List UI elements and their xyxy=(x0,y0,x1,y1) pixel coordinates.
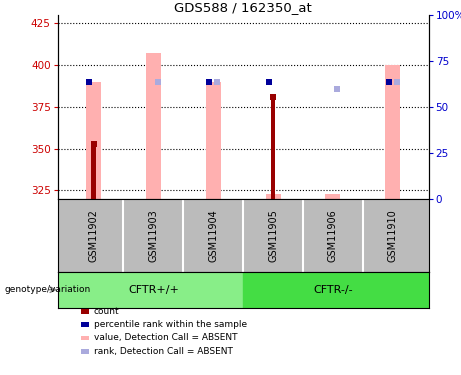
Bar xyxy=(58,272,243,308)
Text: GSM11904: GSM11904 xyxy=(208,209,218,262)
Text: GSM11906: GSM11906 xyxy=(328,209,338,262)
Text: GSM11903: GSM11903 xyxy=(148,209,159,262)
Bar xyxy=(271,97,275,199)
Text: GSM11910: GSM11910 xyxy=(388,209,398,262)
Text: CFTR-/-: CFTR-/- xyxy=(313,285,353,295)
Bar xyxy=(325,194,340,199)
Bar xyxy=(146,53,161,199)
Text: genotype/variation: genotype/variation xyxy=(5,285,91,294)
Text: CFTR+/+: CFTR+/+ xyxy=(128,285,179,295)
Text: GSM11902: GSM11902 xyxy=(89,209,99,262)
Bar xyxy=(243,272,429,308)
Text: count: count xyxy=(94,307,119,316)
Bar xyxy=(86,82,101,199)
Bar xyxy=(91,144,95,199)
Bar xyxy=(385,65,400,199)
Bar xyxy=(266,194,281,199)
Text: percentile rank within the sample: percentile rank within the sample xyxy=(94,320,247,329)
Text: GSM11905: GSM11905 xyxy=(268,209,278,262)
Title: GDS588 / 162350_at: GDS588 / 162350_at xyxy=(174,1,312,14)
Text: rank, Detection Call = ABSENT: rank, Detection Call = ABSENT xyxy=(94,347,232,356)
Bar xyxy=(206,82,221,199)
Text: value, Detection Call = ABSENT: value, Detection Call = ABSENT xyxy=(94,333,237,342)
